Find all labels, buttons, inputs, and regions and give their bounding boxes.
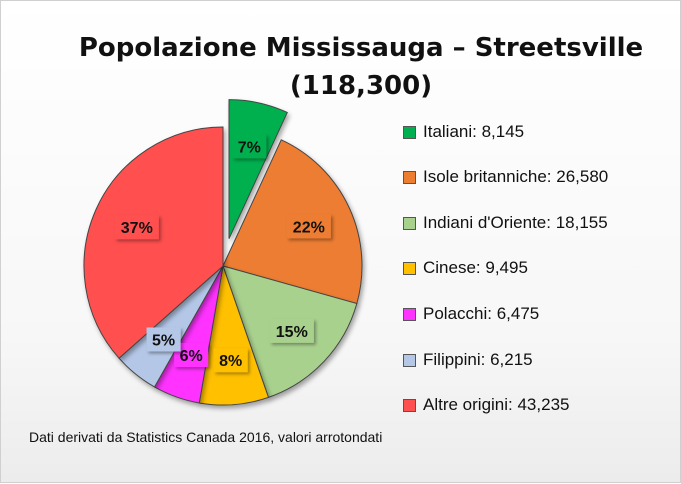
data-label-box (213, 348, 248, 373)
legend-label: Italiani: 8,145 (423, 122, 525, 141)
legend-swatch (403, 353, 416, 367)
slice-data-label: 7% (232, 134, 267, 159)
data-label-box (269, 318, 314, 343)
data-label-box (146, 327, 181, 352)
legend-item-indiani-d-oriente: Indiani d'Oriente: 18,155 (403, 212, 608, 234)
legend-item-altre-origini: Altre origini: 43,235 (403, 394, 569, 416)
data-label-text: 22% (293, 219, 325, 236)
legend-item-filippini: Filippini: 6,215 (403, 349, 533, 371)
legend-label: Polacchi: 6,475 (423, 304, 540, 323)
legend-swatch (403, 261, 416, 275)
data-label-box (114, 215, 159, 240)
legend-label: Cinese: 9,495 (423, 258, 528, 277)
legend-swatch (403, 216, 416, 230)
legend-label: Indiani d'Oriente: 18,155 (423, 213, 608, 232)
legend-item-polacchi: Polacchi: 6,475 (403, 303, 539, 325)
data-label-text: 8% (219, 353, 242, 370)
legend-item-isole-britanniche: Isole britanniche: 26,580 (403, 166, 608, 188)
chart-title-line-1: Popolazione Mississauga – Streetsville (78, 33, 644, 63)
slice-data-label: 22% (286, 214, 331, 239)
slice-data-label: 5% (146, 327, 181, 352)
slice-data-label: 15% (269, 318, 314, 343)
legend-label: Altre origini: 43,235 (423, 395, 570, 414)
pie-slice-altre-origini (83, 126, 224, 359)
chart-title-line-2: (118,300) (289, 71, 433, 101)
data-label-text: 5% (152, 332, 175, 349)
source-note: Dati derivati da Statistics Canada 2016,… (29, 429, 383, 445)
legend-swatch (403, 307, 416, 321)
data-label-box (232, 134, 267, 159)
legend-swatch (403, 398, 416, 412)
legend-label: Filippini: 6,215 (423, 350, 533, 369)
data-label-text: 37% (121, 220, 153, 237)
data-label-text: 15% (276, 324, 308, 341)
legend-item-italiani: Italiani: 8,145 (403, 121, 524, 143)
slice-data-label: 37% (114, 215, 159, 240)
data-label-text: 7% (238, 139, 261, 156)
slice-data-label: 8% (213, 348, 248, 373)
legend-swatch (403, 170, 416, 184)
data-label-box (286, 214, 331, 239)
legend-swatch (403, 125, 416, 139)
legend-label: Isole britanniche: 26,580 (423, 167, 609, 186)
legend-item-cinese: Cinese: 9,495 (403, 257, 528, 279)
data-label-text: 6% (180, 348, 203, 365)
